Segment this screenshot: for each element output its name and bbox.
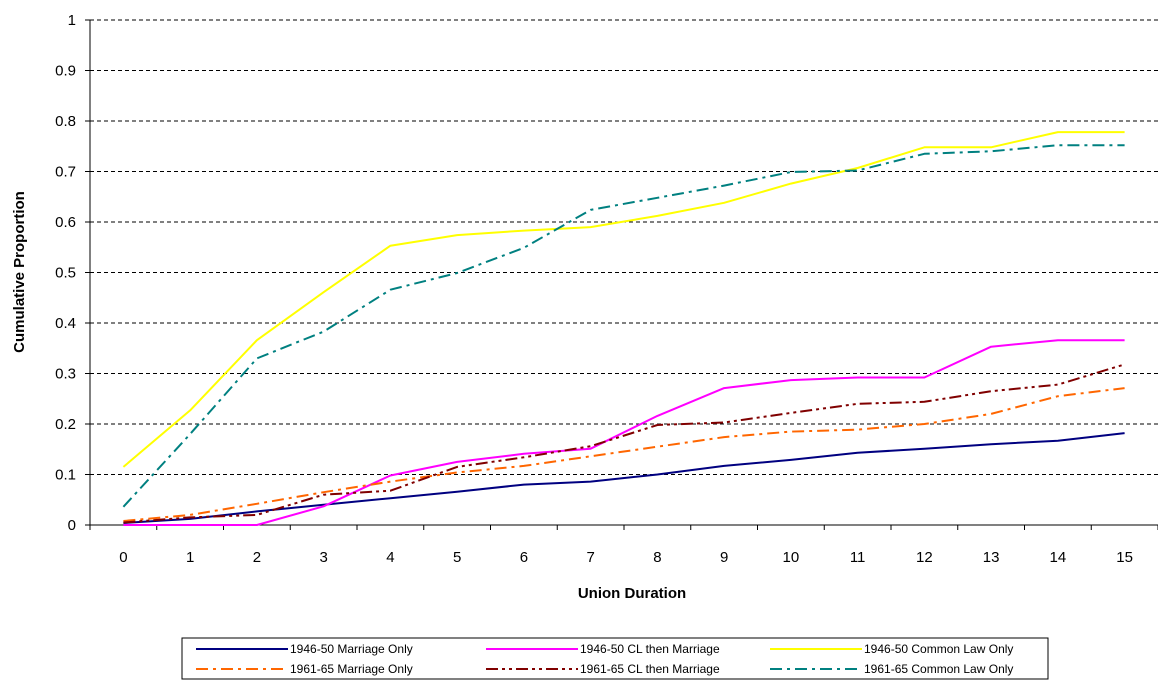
x-tick-label: 1 bbox=[186, 549, 194, 566]
x-tick-label: 11 bbox=[850, 549, 866, 566]
series-lines bbox=[122, 131, 1125, 526]
x-tick-label: 0 bbox=[119, 549, 127, 566]
legend-box bbox=[181, 637, 1049, 680]
legend-label: 1961-65 Marriage Only bbox=[290, 662, 413, 676]
y-tick-label: 1 bbox=[68, 12, 76, 29]
y-tick-label: 0.5 bbox=[55, 265, 76, 282]
x-tick-label: 8 bbox=[653, 549, 661, 566]
series-line bbox=[123, 432, 1125, 524]
series-line bbox=[122, 144, 1125, 508]
x-tick-label: 12 bbox=[916, 549, 933, 566]
legend-label: 1961-65 CL then Marriage bbox=[580, 662, 720, 676]
series-line bbox=[123, 387, 1125, 522]
legend-label: 1961-65 Common Law Only bbox=[864, 662, 1013, 676]
y-tick-label: 0.8 bbox=[55, 113, 76, 130]
series-line bbox=[123, 363, 1125, 524]
y-tick-label: 0.4 bbox=[55, 315, 76, 332]
legend-label: 1946-50 Common Law Only bbox=[864, 642, 1013, 656]
x-tick-label: 7 bbox=[586, 549, 594, 566]
y-axis-title: Cumulative Proportion bbox=[11, 191, 28, 353]
x-tick-label: 9 bbox=[720, 549, 728, 566]
x-tick-label: 13 bbox=[983, 549, 1000, 566]
x-tick-labels: 0 1 2 3 4 5 6 7 8 9 10 11 12 13 14 15 bbox=[89, 525, 1158, 566]
y-tick-label: 0.6 bbox=[55, 214, 76, 231]
series-line bbox=[123, 339, 1125, 526]
x-tick-label: 15 bbox=[1116, 549, 1133, 566]
x-tick-label: 6 bbox=[520, 549, 528, 566]
gridlines bbox=[90, 19, 1158, 475]
y-tick-label: 0.1 bbox=[55, 467, 76, 484]
y-tick-label: 0.7 bbox=[55, 164, 76, 181]
legend-label: 1946-50 Marriage Only bbox=[290, 642, 413, 656]
x-tick-label: 2 bbox=[253, 549, 261, 566]
y-tick-label: 0 bbox=[68, 517, 76, 534]
legend-label: 1946-50 CL then Marriage bbox=[580, 642, 720, 656]
x-axis-title: Union Duration bbox=[578, 585, 686, 602]
series-line bbox=[122, 131, 1125, 468]
x-tick-label: 3 bbox=[319, 549, 327, 566]
y-tick-labels: 0 0.1 0.2 0.3 0.4 0.5 0.6 0.7 0.8 0.9 1 bbox=[55, 12, 90, 534]
y-tick-label: 0.3 bbox=[55, 366, 76, 383]
x-tick-label: 4 bbox=[386, 549, 394, 566]
x-tick-label: 14 bbox=[1050, 549, 1067, 566]
legend: 1946-50 Marriage Only 1946-50 CL then Mar… bbox=[181, 637, 1049, 680]
x-tick-label: 10 bbox=[783, 549, 800, 566]
x-tick-label: 5 bbox=[453, 549, 461, 566]
y-tick-label: 0.2 bbox=[55, 416, 76, 433]
y-tick-label: 0.9 bbox=[55, 63, 76, 80]
